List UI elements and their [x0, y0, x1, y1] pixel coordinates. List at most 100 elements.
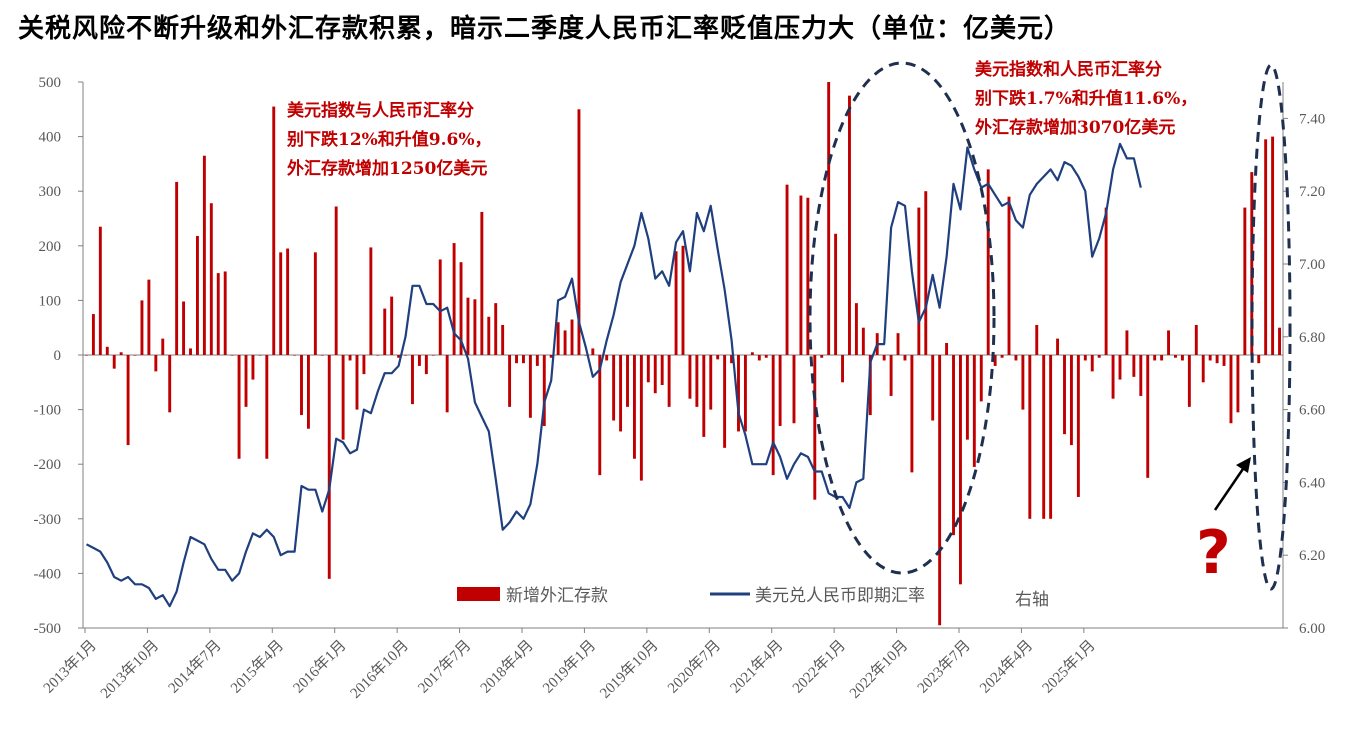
- right-tick-label: 6.00: [1299, 621, 1325, 637]
- bar: [674, 251, 678, 355]
- bar: [757, 355, 761, 361]
- bar: [952, 355, 955, 536]
- bar: [216, 273, 220, 355]
- bar: [549, 355, 553, 358]
- left-tick-label: 400: [39, 130, 62, 146]
- x-tick-label: 2015年4月: [227, 637, 287, 697]
- note1-line3: 外汇存款增加1250亿美元: [287, 158, 487, 179]
- right-tick-label: 6.40: [1299, 475, 1325, 491]
- left-tick-label: 0: [54, 348, 62, 364]
- x-tick-label: 2023年7月: [914, 637, 974, 697]
- right-tick-label: 6.60: [1299, 403, 1325, 419]
- right-axis-note: 右轴: [1015, 590, 1049, 610]
- bar: [515, 355, 518, 364]
- bar: [126, 355, 130, 446]
- bar: [1146, 355, 1150, 478]
- bar: [1257, 355, 1261, 364]
- bar: [1090, 355, 1094, 372]
- bar: [438, 259, 442, 355]
- bar: [424, 355, 428, 375]
- bar: [202, 155, 206, 355]
- bar: [320, 355, 324, 356]
- chart-title: 关税风险不断升级和外汇存款积累，暗示二季度人民币汇率贬值压力大（单位：亿美元）: [18, 14, 1072, 44]
- right-tick-label: 6.80: [1299, 330, 1325, 346]
- bar: [459, 262, 463, 355]
- bar: [709, 355, 713, 410]
- question-mark: ?: [1196, 518, 1231, 588]
- bar: [487, 316, 491, 355]
- bar: [1021, 355, 1025, 410]
- bar: [147, 279, 151, 355]
- bar: [105, 346, 109, 355]
- right-tick-label: 7.00: [1299, 257, 1325, 273]
- bar: [528, 355, 532, 418]
- exchange-rate-line: [85, 142, 1142, 608]
- bar: [431, 355, 435, 356]
- x-tick-label: 2016年10月: [347, 637, 412, 702]
- bar: [764, 355, 768, 358]
- bar: [820, 355, 824, 358]
- bar: [882, 355, 886, 361]
- bar: [750, 352, 754, 355]
- bar: [1132, 355, 1136, 377]
- note1-line2: 别下跌12%和升值9.6%，: [286, 129, 492, 150]
- bar: [376, 355, 380, 356]
- bar: [1118, 355, 1122, 380]
- bar: [834, 233, 838, 355]
- left-tick-label: 300: [39, 184, 62, 200]
- legend-bar-label: 新增外汇存款: [506, 586, 608, 606]
- bar: [1063, 355, 1066, 435]
- bar: [230, 355, 234, 356]
- bar: [1194, 324, 1198, 355]
- bar: [1167, 330, 1170, 355]
- left-tick-label: 500: [39, 75, 62, 91]
- bar: [480, 211, 484, 355]
- bar: [639, 355, 643, 481]
- highlight-ellipse-2025: [1250, 63, 1292, 591]
- bar: [258, 355, 262, 356]
- bar: [646, 355, 650, 383]
- bar: [390, 296, 394, 355]
- bar: [931, 355, 935, 421]
- bar: [161, 338, 165, 355]
- bar: [91, 314, 95, 355]
- legend: 新增外汇存款 美元兑人民币即期汇率 右轴: [457, 586, 1049, 610]
- bar: [591, 348, 595, 355]
- bar: [556, 322, 560, 355]
- bar: [972, 355, 976, 467]
- note2-line3: 外汇存款增加3070亿美元: [975, 117, 1175, 138]
- left-tick-label: -100: [34, 403, 62, 419]
- x-tick-label: 2013年10月: [97, 637, 162, 702]
- bar: [404, 355, 407, 356]
- bar: [577, 109, 581, 355]
- bar: [369, 247, 373, 355]
- legend-bar-swatch: [457, 587, 500, 601]
- bar: [501, 324, 505, 355]
- bar: [1083, 355, 1087, 361]
- right-tick-label: 6.20: [1299, 548, 1325, 564]
- bar: [445, 355, 449, 413]
- bar: [341, 355, 345, 440]
- bar: [910, 355, 914, 473]
- bar: [1250, 172, 1254, 355]
- left-tick-label: 100: [39, 293, 62, 309]
- bar: [653, 355, 657, 394]
- bar: [1000, 355, 1004, 358]
- bar: [702, 355, 706, 437]
- bar: [133, 355, 137, 356]
- bar: [688, 355, 692, 399]
- bar: [1056, 338, 1060, 355]
- bar: [1153, 355, 1157, 361]
- bar: [660, 355, 664, 386]
- bar: [681, 245, 685, 355]
- bar: [466, 297, 470, 355]
- bar: [306, 355, 310, 429]
- x-tick-label: 2022年10月: [846, 637, 911, 702]
- bar: [300, 355, 303, 416]
- note2-line1: 美元指数和人民币汇率分: [975, 59, 1162, 80]
- bar: [508, 355, 512, 407]
- arrow-head: [1236, 457, 1251, 473]
- bar: [154, 355, 158, 372]
- bar: [1049, 355, 1053, 519]
